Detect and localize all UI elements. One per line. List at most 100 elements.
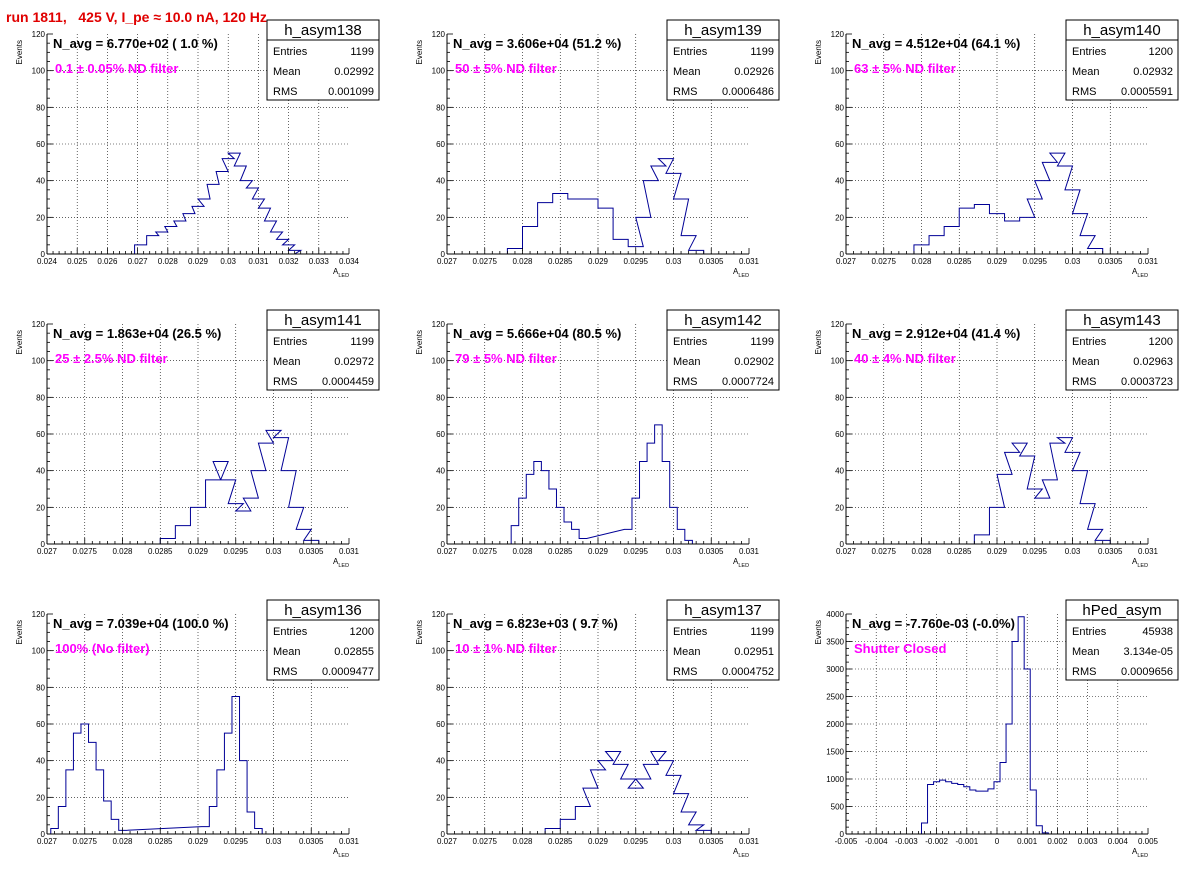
y-tick-label: 2500 [826, 693, 844, 702]
x-tick-label: 0.001 [1017, 837, 1038, 846]
x-tick-label: 0.0285 [947, 257, 972, 266]
x-axis-label-sub: LED [1137, 563, 1148, 569]
x-axis-label-sub: LED [738, 853, 749, 859]
y-tick-label: 100 [32, 357, 46, 366]
x-tick-label: 0.028 [158, 257, 179, 266]
stats-name: h_asym141 [284, 312, 362, 329]
x-axis-label-sub: LED [338, 273, 349, 279]
y-tick-label: 100 [831, 357, 845, 366]
y-tick-label: 120 [32, 320, 46, 329]
y-axis-label: Events [415, 620, 424, 644]
y-tick-label: 60 [36, 430, 45, 439]
x-tick-label: 0.028 [512, 257, 533, 266]
y-tick-label: 80 [436, 683, 445, 692]
x-tick-label: 0.03 [1065, 257, 1081, 266]
x-tick-label: 0.0305 [699, 257, 724, 266]
stats-name: h_asym137 [684, 602, 762, 619]
stats-value: 0.02926 [734, 66, 774, 78]
stats-key: Mean [273, 66, 301, 78]
stats-key: Mean [673, 646, 701, 658]
stats-key: Entries [673, 336, 708, 348]
navg-label: N_avg = 6.770e+02 ( 1.0 %) [53, 36, 218, 51]
x-tick-label: 0.0285 [947, 547, 972, 556]
navg-label: N_avg = 7.039e+04 (100.0 %) [53, 616, 229, 631]
histogram-h_asym143: 0.027 0.0275 0.028 0.0285 0.029 0.0295 0.03 0.0… [814, 309, 1179, 569]
y-tick-label: 0 [840, 540, 845, 549]
plot-area: 0.024 0.025 0.026 0.027 0.028 0.029 0.03 0.031 0… [15, 19, 380, 279]
plot-area: 0.027 0.0275 0.028 0.0285 0.029 0.0295 0.03 0.0… [15, 309, 380, 569]
x-tick-label: 0.03 [666, 837, 682, 846]
plot-area: 0.027 0.0275 0.028 0.0285 0.029 0.0295 0.03 0.0… [415, 309, 780, 569]
x-tick-label: 0.0275 [473, 547, 498, 556]
x-tick-label: -0.004 [865, 837, 888, 846]
x-tick-label: 0.0285 [548, 547, 573, 556]
stats-value: 0.0005591 [1121, 86, 1173, 98]
plot-area: 0.027 0.0275 0.028 0.0285 0.029 0.0295 0.03 0.0… [415, 19, 780, 279]
y-tick-label: 0 [840, 830, 845, 839]
y-tick-label: 3500 [826, 638, 844, 647]
x-tick-label: 0.024 [37, 257, 58, 266]
stats-value: 1199 [350, 336, 374, 348]
x-tick-label: 0.002 [1047, 837, 1068, 846]
x-tick-label: 0.028 [512, 547, 533, 556]
stats-value: 0.02932 [1133, 66, 1173, 78]
plot-area: 0.027 0.0275 0.028 0.0285 0.029 0.0295 0.03 0.0… [15, 599, 380, 859]
filter-label: 10 ± 1% ND filter [455, 641, 557, 656]
x-tick-label: 0.027 [437, 547, 458, 556]
stats-value: 0.02963 [1133, 356, 1173, 368]
x-tick-label: 0.03 [666, 257, 682, 266]
stats-key: RMS [1072, 376, 1096, 388]
x-axis-label-sub: LED [338, 563, 349, 569]
filter-label: 79 ± 5% ND filter [455, 351, 557, 366]
x-tick-label: 0.0285 [148, 837, 173, 846]
y-tick-label: 80 [36, 103, 45, 112]
x-tick-label: 0.03 [666, 547, 682, 556]
stats-value: 45938 [1142, 626, 1173, 638]
plot-area: -0.005 -0.004 -0.003 -0.002 -0.001 0 0.001 0.00… [814, 599, 1179, 859]
x-tick-label: 0.027 [836, 257, 857, 266]
stats-key: Entries [1072, 626, 1107, 638]
stats-value: 0.02855 [334, 646, 374, 658]
x-tick-label: 0.031 [1138, 257, 1159, 266]
x-axis-label-main: A [733, 847, 739, 856]
y-tick-label: 60 [436, 140, 445, 149]
plot-area: 0.027 0.0275 0.028 0.0285 0.029 0.0295 0.03 0.0… [814, 19, 1179, 279]
y-tick-label: 0 [441, 250, 446, 259]
x-tick-label: 0.027 [128, 257, 149, 266]
x-tick-label: 0.025 [67, 257, 88, 266]
y-tick-label: 100 [432, 357, 446, 366]
x-tick-label: 0.0275 [73, 837, 98, 846]
stats-key: Entries [1072, 46, 1107, 58]
y-tick-label: 40 [436, 177, 445, 186]
x-tick-label: 0.028 [512, 837, 533, 846]
x-tick-label: 0.031 [339, 547, 360, 556]
x-tick-label: 0.0295 [624, 257, 649, 266]
y-tick-label: 80 [436, 393, 445, 402]
y-tick-label: 40 [36, 757, 45, 766]
histogram-h_asym136: 0.027 0.0275 0.028 0.0285 0.029 0.0295 0.03 0.0… [15, 599, 380, 859]
y-tick-label: 80 [835, 103, 844, 112]
y-axis-label: Events [814, 330, 823, 354]
x-tick-label: 0.0275 [73, 547, 98, 556]
x-tick-label: 0.029 [987, 547, 1008, 556]
y-tick-label: 60 [36, 720, 45, 729]
x-axis-label: ALED [733, 267, 749, 279]
stats-value: 1200 [1149, 46, 1173, 58]
stats-key: RMS [1072, 666, 1096, 678]
stats-value: 0.0003723 [1121, 376, 1173, 388]
stats-key: RMS [673, 666, 697, 678]
y-tick-label: 20 [436, 213, 445, 222]
navg-label: N_avg = 4.512e+04 (64.1 %) [852, 36, 1020, 51]
histogram-h_asym142: 0.027 0.0275 0.028 0.0285 0.029 0.0295 0.03 0.0… [415, 309, 780, 569]
x-tick-label: 0.033 [309, 257, 330, 266]
y-axis-label: Events [15, 330, 24, 354]
stats-key: RMS [273, 376, 297, 388]
stats-value: 1199 [750, 46, 774, 58]
x-axis-label: ALED [333, 557, 349, 569]
x-tick-label: 0.0285 [148, 547, 173, 556]
y-tick-label: 20 [835, 213, 844, 222]
stats-value: 0.0007724 [722, 376, 774, 388]
y-axis-label: Events [15, 40, 24, 64]
x-tick-label: 0.0305 [1098, 547, 1123, 556]
y-axis-label: Events [415, 330, 424, 354]
